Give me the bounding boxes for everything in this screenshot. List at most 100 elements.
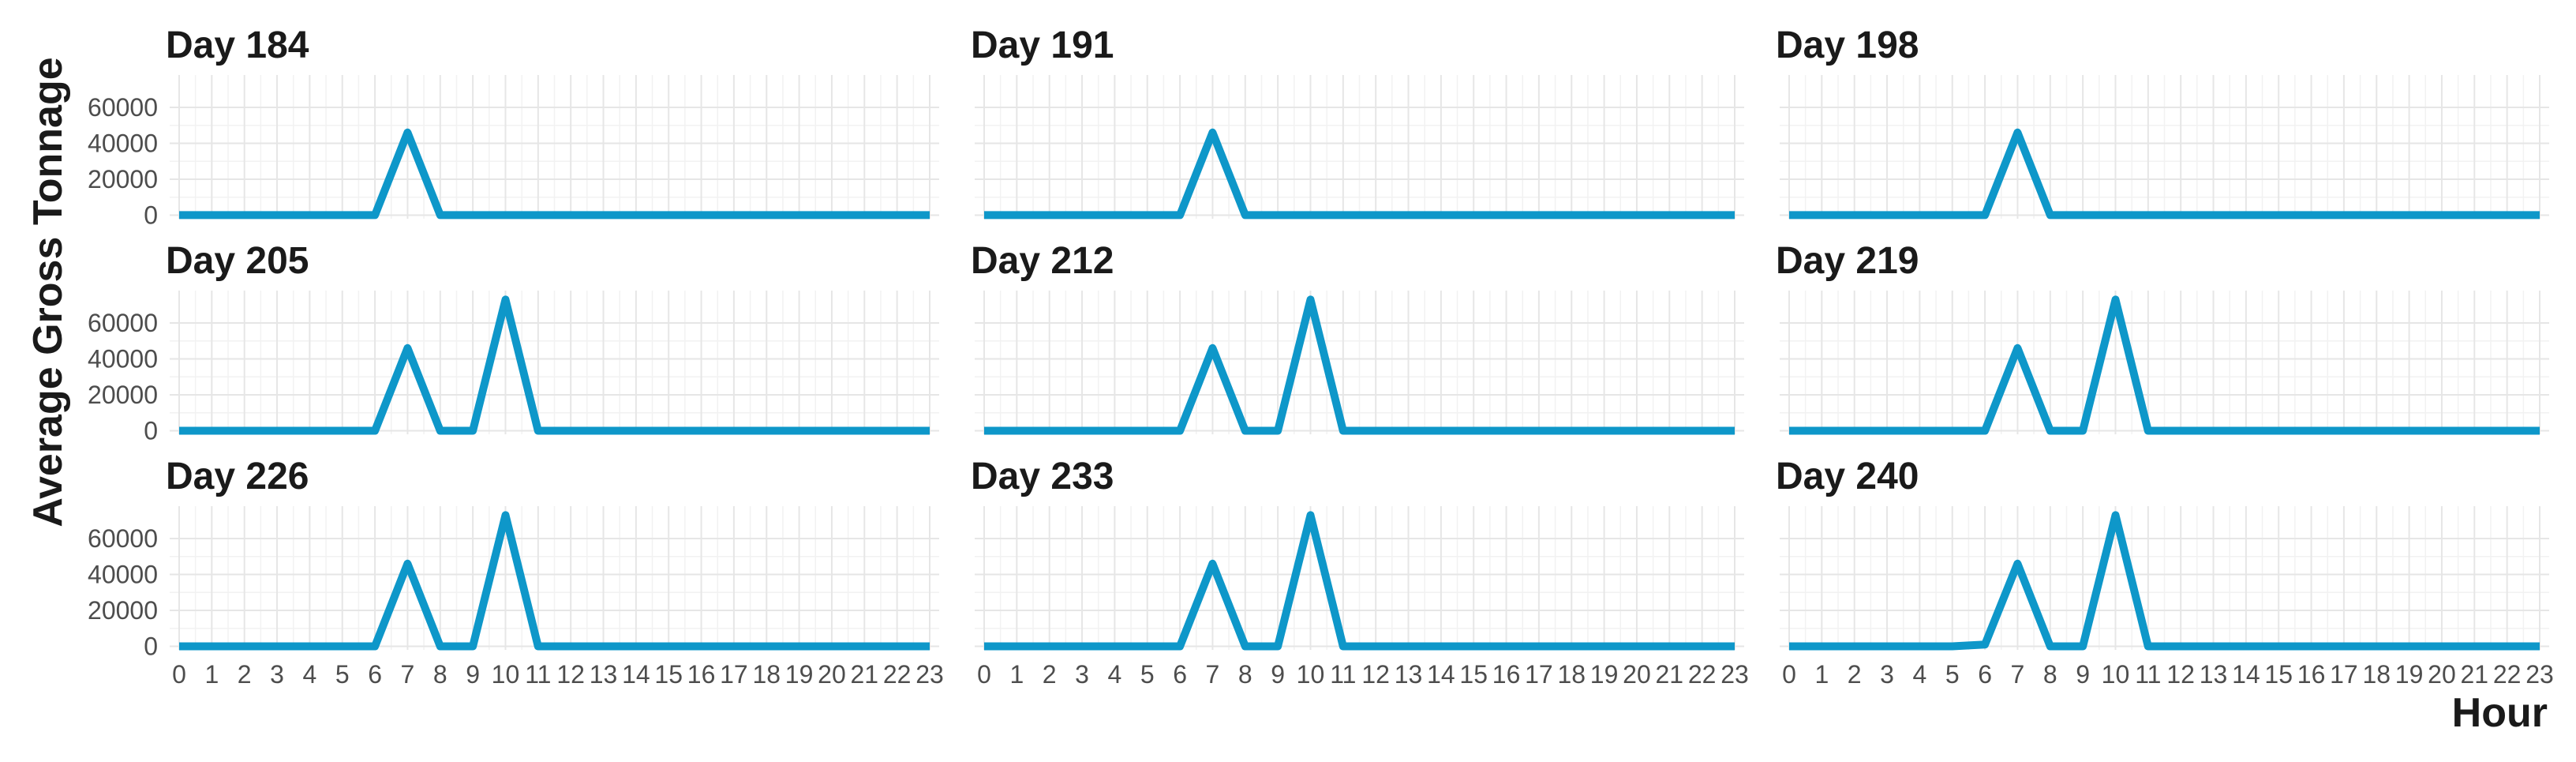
panel-title: Day 198 [1776,24,1919,66]
x-tick-label: 13 [590,660,618,689]
x-tick-label: 17 [2330,660,2358,689]
y-tick-label: 20000 [88,165,158,193]
y-tick-label: 60000 [88,93,158,122]
x-tick-label: 14 [1427,660,1455,689]
panel-5: Day 212 [971,240,1744,435]
series-line [179,128,930,220]
x-tick-label: 0 [1782,660,1796,689]
x-tick-label: 8 [2043,660,2057,689]
x-tick-label: 21 [851,660,879,689]
y-tick-label: 0 [144,632,158,660]
panel-6: Day 219 [1776,240,2549,435]
x-tick-label: 2 [1848,660,1862,689]
series-line [984,511,1735,651]
x-tick-label: 7 [401,660,415,689]
x-tick-label: 10 [492,660,520,689]
y-axis-title: Average Gross Tonnage [25,57,71,527]
x-tick-label: 16 [1492,660,1521,689]
x-tick-label: 16 [687,660,716,689]
x-tick-label: 23 [915,660,944,689]
x-tick-label: 13 [2200,660,2228,689]
panel-title: Day 212 [971,240,1114,282]
x-tick-label: 0 [977,660,991,689]
x-tick-label: 15 [654,660,683,689]
panel-3: Day 198 [1776,24,2549,220]
y-tick-label: 20000 [88,381,158,409]
x-tick-label: 1 [204,660,219,689]
y-tick-label: 40000 [88,344,158,373]
x-tick-label: 17 [720,660,748,689]
x-tick-label: 3 [270,660,284,689]
x-tick-label: 9 [1271,660,1285,689]
x-tick-label: 18 [752,660,781,689]
x-tick-label: 14 [2232,660,2260,689]
x-tick-label: 9 [2076,660,2090,689]
series-line [179,511,930,651]
x-tick-label: 15 [1459,660,1488,689]
x-tick-label: 23 [1720,660,1749,689]
x-tick-label: 20 [1623,660,1651,689]
series-line [984,128,1735,220]
x-tick-label: 21 [1656,660,1684,689]
series-line [179,295,930,435]
panel-1: Day 184 0 20000 40000 60000 [88,24,939,229]
x-tick-label: 5 [1140,660,1155,689]
y-tick-label: 0 [144,416,158,445]
y-tick-label: 40000 [88,129,158,157]
x-tick-label: 12 [2166,660,2195,689]
y-tick-label: 20000 [88,596,158,625]
x-tick-label: 20 [2428,660,2456,689]
x-tick-label: 6 [1173,660,1187,689]
x-tick-label: 19 [1590,660,1619,689]
panel-title: Day 184 [166,24,309,66]
panel-title: Day 226 [166,456,309,497]
x-tick-label: 2 [1043,660,1057,689]
x-tick-label: 22 [883,660,912,689]
y-tick-label: 60000 [88,309,158,337]
panel-title: Day 191 [971,24,1114,66]
x-tick-label: 2 [238,660,252,689]
x-tick-label: 9 [466,660,480,689]
x-tick-label: 10 [1297,660,1325,689]
x-tick-label: 18 [2362,660,2391,689]
x-tick-label: 3 [1880,660,1894,689]
x-tick-label: 1 [1009,660,1024,689]
x-tick-label: 10 [2102,660,2130,689]
panel-2: Day 191 [971,24,1744,220]
x-tick-label: 21 [2461,660,2489,689]
x-tick-label: 19 [785,660,814,689]
x-tick-label: 6 [1978,660,1992,689]
x-tick-label: 15 [2264,660,2293,689]
x-tick-label: 11 [1330,660,1356,689]
series-line [1789,295,2540,435]
x-tick-label: 7 [2011,660,2025,689]
x-tick-label: 14 [622,660,650,689]
x-tick-label: 5 [335,660,350,689]
x-tick-label: 23 [2525,660,2554,689]
x-tick-label: 19 [2395,660,2424,689]
x-tick-label: 4 [1107,660,1121,689]
x-tick-label: 18 [1557,660,1586,689]
x-tick-label: 7 [1206,660,1220,689]
x-axis-title: Hour [2452,690,2548,736]
panel-4: Day 205 0 20000 40000 60000 [88,240,939,445]
panel-title: Day 240 [1776,456,1919,497]
x-tick-label: 6 [368,660,382,689]
x-tick-label: 16 [2297,660,2326,689]
x-tick-label: 11 [2135,660,2161,689]
panel-title: Day 233 [971,456,1114,497]
x-tick-label: 22 [1688,660,1717,689]
x-tick-label: 20 [818,660,846,689]
y-tick-label: 60000 [88,524,158,553]
series-line [1789,511,2540,651]
x-tick-label: 8 [1238,660,1252,689]
x-tick-label: 4 [302,660,316,689]
x-tick-label: 12 [556,660,585,689]
y-tick-label: 40000 [88,560,158,588]
